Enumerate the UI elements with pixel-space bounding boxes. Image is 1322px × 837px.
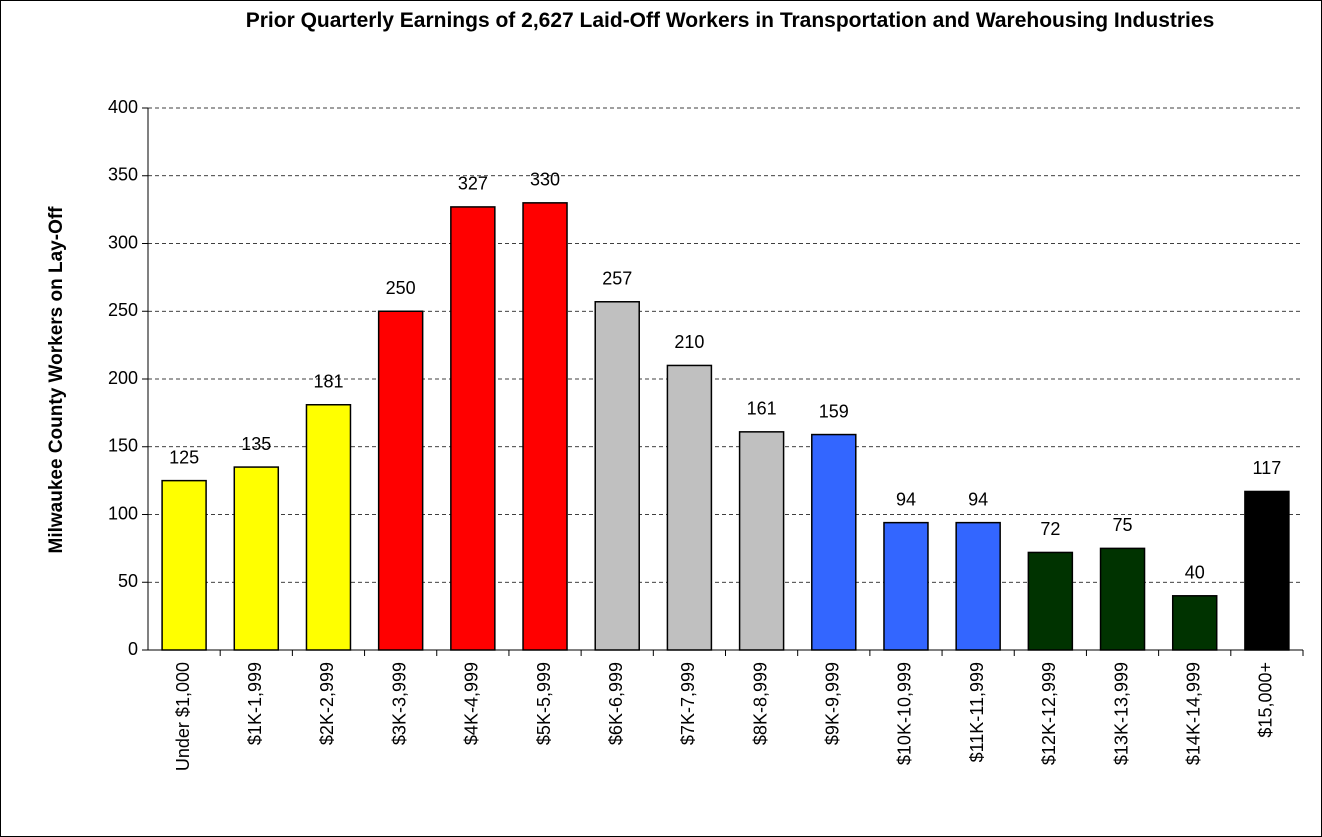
x-tick-label: $11K-11,999: [967, 662, 987, 762]
x-tick-label: $2K-2,999: [317, 662, 337, 745]
value-label: 75: [1113, 515, 1133, 535]
x-tick-label: $5K-5,999: [534, 662, 554, 745]
bar: [811, 433, 857, 651]
x-tick-label: $8K-8,999: [750, 662, 770, 745]
bar: [883, 521, 929, 651]
y-tick-label: 0: [128, 639, 138, 659]
value-label: 181: [313, 371, 343, 391]
value-label: 72: [1040, 519, 1060, 539]
value-label: 94: [968, 489, 988, 509]
bar: [1171, 595, 1218, 651]
bar: [1099, 547, 1146, 651]
y-tick-label: 150: [108, 436, 138, 456]
bar: [233, 466, 280, 651]
value-label: 159: [819, 401, 849, 421]
bar: [305, 403, 352, 651]
x-tick-label: $13K-13,999: [1111, 662, 1131, 765]
bar: [1027, 551, 1074, 651]
x-tick-label: $12K-12,999: [1039, 662, 1059, 765]
bar: [955, 521, 1001, 651]
x-tick-label: $1K-1,999: [245, 662, 265, 745]
bar: [161, 479, 207, 651]
value-label: 40: [1185, 563, 1205, 583]
value-label: 330: [530, 170, 560, 190]
bar: [522, 202, 568, 651]
bar: [738, 431, 785, 651]
value-label: 161: [747, 399, 777, 419]
value-label: 250: [386, 278, 416, 298]
y-tick-label: 350: [108, 165, 138, 185]
y-tick-label: 200: [108, 368, 138, 388]
bar: [450, 206, 496, 651]
x-tick-label: Under $1,000: [173, 662, 193, 771]
x-tick-label: $15,000+: [1256, 662, 1276, 738]
y-tick-label: 50: [118, 571, 138, 591]
x-tick-label: $4K-4,999: [462, 662, 482, 745]
chart-title: Prior Quarterly Earnings of 2,627 Laid-O…: [245, 9, 1215, 32]
x-tick-label: $3K-3,999: [389, 662, 409, 745]
y-tick-label: 300: [108, 232, 138, 252]
y-tick-label: 250: [108, 300, 138, 320]
x-tick-label: $6K-6,999: [606, 662, 626, 745]
value-label: 135: [241, 434, 271, 454]
bar: [666, 364, 713, 651]
value-label: 257: [602, 269, 632, 289]
value-label: 327: [458, 174, 488, 194]
y-tick-label: 100: [108, 503, 138, 523]
value-label: 94: [896, 489, 916, 509]
x-tick-label: $7K-7,999: [678, 662, 698, 745]
y-axis-label: Milwaukee County Workers on Lay-Off: [46, 206, 67, 554]
x-tick-label: $10K-10,999: [895, 662, 915, 765]
x-tick-label: $9K-9,999: [823, 662, 843, 745]
y-tick-label: 400: [108, 97, 138, 117]
value-label: 125: [169, 447, 199, 467]
x-tick-label: $14K-14,999: [1183, 662, 1203, 765]
value-label: 117: [1253, 458, 1282, 478]
bar: [594, 301, 640, 651]
bar: [1244, 490, 1290, 651]
bar: [377, 310, 424, 651]
value-label: 210: [674, 332, 704, 352]
